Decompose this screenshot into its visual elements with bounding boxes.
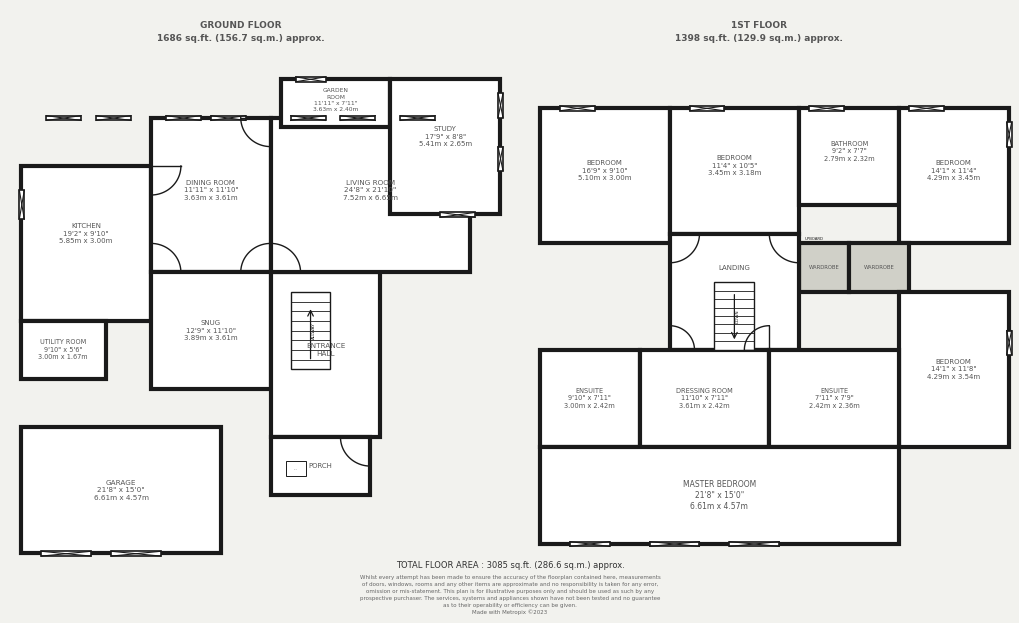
Bar bbox=[151, 118, 270, 272]
Bar bbox=[497, 93, 502, 118]
Text: PORCH: PORCH bbox=[309, 463, 332, 469]
Bar bbox=[440, 212, 475, 217]
Text: TOTAL FLOOR AREA : 3085 sq.ft. (286.6 sq.m.) approx.: TOTAL FLOOR AREA : 3085 sq.ft. (286.6 sq… bbox=[395, 561, 624, 570]
Bar bbox=[570, 541, 609, 546]
Text: BEDROOM
14'1" x 11'8"
4.29m x 3.54m: BEDROOM 14'1" x 11'8" 4.29m x 3.54m bbox=[926, 359, 979, 380]
Text: ENSUITE
9'10" x 7'11"
3.00m x 2.42m: ENSUITE 9'10" x 7'11" 3.00m x 2.42m bbox=[564, 388, 614, 409]
Bar bbox=[639, 350, 768, 447]
Text: DRESSING ROOM
11'10" x 7'11"
3.61m x 2.42m: DRESSING ROOM 11'10" x 7'11" 3.61m x 2.4… bbox=[676, 388, 732, 409]
Text: BEDROOM
16'9" x 9'10"
5.10m x 3.00m: BEDROOM 16'9" x 9'10" 5.10m x 3.00m bbox=[578, 160, 631, 181]
Text: Whilst every attempt has been made to ensure the accuracy of the floorplan conta: Whilst every attempt has been made to en… bbox=[360, 574, 659, 616]
Bar bbox=[898, 108, 1008, 244]
Text: BEDROOM
11'4" x 10'5"
3.45m x 3.18m: BEDROOM 11'4" x 10'5" 3.45m x 3.18m bbox=[707, 156, 760, 176]
Bar bbox=[729, 541, 779, 546]
Text: BATHROOM
9'2" x 7'7"
2.79m x 2.32m: BATHROOM 9'2" x 7'7" 2.79m x 2.32m bbox=[823, 141, 873, 162]
Bar bbox=[799, 108, 898, 205]
Text: MASTER BEDROOM
21'8" x 15'0"
6.61m x 4.57m: MASTER BEDROOM 21'8" x 15'0" 6.61m x 4.5… bbox=[682, 480, 755, 511]
Bar bbox=[539, 350, 639, 447]
Bar bbox=[270, 437, 370, 495]
Bar bbox=[689, 106, 723, 111]
Bar bbox=[19, 190, 24, 219]
Bar bbox=[1006, 122, 1011, 146]
Bar bbox=[270, 272, 380, 437]
Bar bbox=[539, 447, 898, 543]
Bar bbox=[296, 77, 325, 82]
Bar bbox=[497, 146, 502, 171]
Bar bbox=[668, 108, 799, 234]
Bar bbox=[111, 551, 161, 556]
Bar bbox=[166, 116, 201, 120]
Bar bbox=[280, 79, 390, 127]
Bar bbox=[290, 116, 325, 120]
Bar bbox=[399, 116, 435, 120]
Bar bbox=[21, 321, 106, 379]
Text: UPBOARD: UPBOARD bbox=[803, 237, 822, 240]
Text: ...: ... bbox=[293, 467, 298, 470]
Text: UTILITY ROOM
9'10" x 5'6"
3.00m x 1.67m: UTILITY ROOM 9'10" x 5'6" 3.00m x 1.67m bbox=[39, 340, 88, 361]
Bar bbox=[848, 244, 908, 292]
Text: DOWN: DOWN bbox=[735, 309, 739, 323]
Bar bbox=[1006, 331, 1011, 354]
Bar bbox=[539, 108, 668, 244]
Bar bbox=[21, 427, 220, 553]
Bar bbox=[46, 116, 82, 120]
Text: SNUG
12'9" x 11'10"
3.89m x 3.61m: SNUG 12'9" x 11'10" 3.89m x 3.61m bbox=[183, 320, 237, 341]
Text: ALLWAY: ALLWAY bbox=[311, 322, 315, 339]
Text: 1ST FLOOR
1398 sq.ft. (129.9 sq.m.) approx.: 1ST FLOOR 1398 sq.ft. (129.9 sq.m.) appr… bbox=[675, 21, 843, 43]
Text: GROUND FLOOR
1686 sq.ft. (156.7 sq.m.) approx.: GROUND FLOOR 1686 sq.ft. (156.7 sq.m.) a… bbox=[157, 21, 324, 43]
Bar bbox=[668, 234, 799, 350]
Text: KITCHEN
19'2" x 9'10"
5.85m x 3.00m: KITCHEN 19'2" x 9'10" 5.85m x 3.00m bbox=[59, 223, 113, 244]
Text: GARAGE
21'8" x 15'0"
6.61m x 4.57m: GARAGE 21'8" x 15'0" 6.61m x 4.57m bbox=[94, 480, 149, 501]
Text: STUDY
17'9" x 8'8"
5.41m x 2.65m: STUDY 17'9" x 8'8" 5.41m x 2.65m bbox=[418, 126, 471, 148]
Text: LIVING ROOM
24'8" x 21'10"
7.52m x 6.65m: LIVING ROOM 24'8" x 21'10" 7.52m x 6.65m bbox=[342, 179, 397, 201]
Bar bbox=[270, 118, 470, 272]
Bar bbox=[799, 244, 848, 292]
Bar bbox=[21, 166, 151, 321]
Bar bbox=[768, 350, 898, 447]
Bar bbox=[151, 272, 270, 389]
Bar bbox=[559, 106, 594, 111]
Text: BEDROOM
14'1" x 11'4"
4.29m x 3.45m: BEDROOM 14'1" x 11'4" 4.29m x 3.45m bbox=[926, 160, 979, 181]
Bar bbox=[211, 116, 246, 120]
Text: ENSUITE
7'11" x 7'9"
2.42m x 2.36m: ENSUITE 7'11" x 7'9" 2.42m x 2.36m bbox=[808, 388, 859, 409]
Bar bbox=[713, 282, 754, 350]
Text: WARDROBE: WARDROBE bbox=[808, 265, 839, 270]
Bar bbox=[285, 461, 306, 476]
Bar bbox=[649, 541, 699, 546]
Text: DINING ROOM
11'11" x 11'10"
3.63m x 3.61m: DINING ROOM 11'11" x 11'10" 3.63m x 3.61… bbox=[183, 179, 237, 201]
Text: ENTRANCE
HALL: ENTRANCE HALL bbox=[306, 343, 344, 356]
Bar bbox=[290, 292, 330, 369]
Bar bbox=[41, 551, 91, 556]
Bar bbox=[96, 116, 130, 120]
Bar bbox=[908, 106, 943, 111]
Bar bbox=[898, 292, 1008, 447]
Text: WARDROBE: WARDROBE bbox=[863, 265, 894, 270]
Text: GARDEN
ROOM
11'11" x 7'11"
3.63m x 2.40m: GARDEN ROOM 11'11" x 7'11" 3.63m x 2.40m bbox=[313, 88, 358, 112]
Bar bbox=[808, 106, 844, 111]
Text: LANDING: LANDING bbox=[717, 265, 750, 270]
Bar bbox=[340, 116, 375, 120]
Bar bbox=[390, 79, 499, 214]
